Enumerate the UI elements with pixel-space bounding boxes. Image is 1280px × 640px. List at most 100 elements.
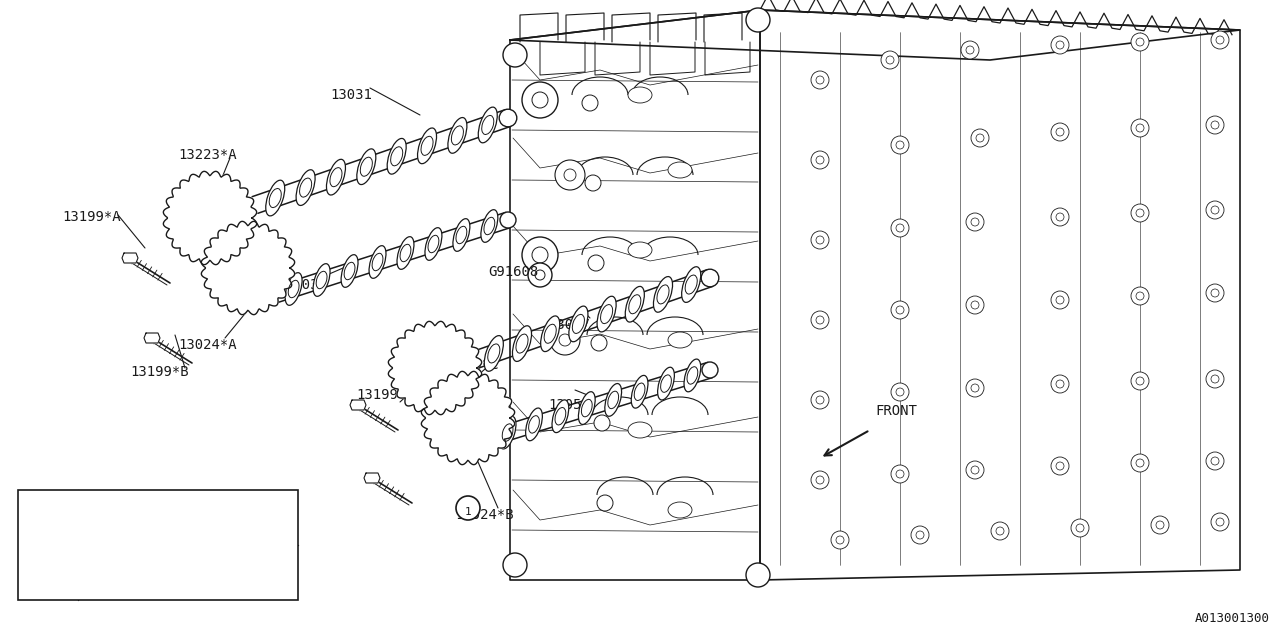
Text: 13024*A: 13024*A xyxy=(178,338,237,352)
Circle shape xyxy=(961,41,979,59)
Circle shape xyxy=(812,391,829,409)
Circle shape xyxy=(891,465,909,483)
Polygon shape xyxy=(349,400,366,410)
Ellipse shape xyxy=(631,376,648,408)
Circle shape xyxy=(1056,128,1064,136)
Ellipse shape xyxy=(596,296,616,332)
Circle shape xyxy=(444,363,453,373)
Ellipse shape xyxy=(314,264,330,296)
Circle shape xyxy=(433,357,438,364)
Circle shape xyxy=(1206,452,1224,470)
Circle shape xyxy=(416,349,453,387)
Ellipse shape xyxy=(425,228,442,260)
Circle shape xyxy=(1132,204,1149,222)
Circle shape xyxy=(1132,454,1149,472)
Circle shape xyxy=(535,270,545,280)
Circle shape xyxy=(831,531,849,549)
Circle shape xyxy=(594,415,611,431)
Ellipse shape xyxy=(628,295,641,314)
Circle shape xyxy=(224,264,232,272)
Circle shape xyxy=(458,433,467,441)
Circle shape xyxy=(532,92,548,108)
Circle shape xyxy=(996,527,1004,535)
Text: A013001300: A013001300 xyxy=(1196,612,1270,625)
Circle shape xyxy=(1206,284,1224,302)
Polygon shape xyxy=(760,10,1240,580)
Polygon shape xyxy=(164,172,257,265)
Circle shape xyxy=(253,281,262,289)
Circle shape xyxy=(812,471,829,489)
Circle shape xyxy=(559,334,571,346)
Circle shape xyxy=(471,419,477,425)
Circle shape xyxy=(1051,457,1069,475)
Circle shape xyxy=(891,301,909,319)
Circle shape xyxy=(433,383,503,453)
Ellipse shape xyxy=(340,255,358,287)
Text: 13199*B( -'16MY): 13199*B( -'16MY) xyxy=(86,512,206,525)
Circle shape xyxy=(237,251,246,261)
Circle shape xyxy=(1206,201,1224,219)
Ellipse shape xyxy=(581,399,593,417)
Ellipse shape xyxy=(600,305,613,324)
Circle shape xyxy=(896,388,904,396)
Ellipse shape xyxy=(484,218,495,235)
Circle shape xyxy=(442,392,494,444)
Circle shape xyxy=(1137,209,1144,217)
Circle shape xyxy=(746,563,771,587)
Ellipse shape xyxy=(266,180,284,216)
Circle shape xyxy=(198,225,209,235)
Circle shape xyxy=(480,419,490,428)
Circle shape xyxy=(252,269,257,275)
Ellipse shape xyxy=(300,178,311,197)
Ellipse shape xyxy=(452,126,463,145)
Circle shape xyxy=(474,431,483,439)
Text: 1: 1 xyxy=(44,544,52,558)
Circle shape xyxy=(556,160,585,190)
Ellipse shape xyxy=(605,383,622,416)
Circle shape xyxy=(836,536,844,544)
Circle shape xyxy=(1211,375,1219,383)
Ellipse shape xyxy=(372,253,383,271)
Circle shape xyxy=(250,251,260,261)
Circle shape xyxy=(896,141,904,149)
Circle shape xyxy=(206,226,291,310)
Circle shape xyxy=(244,257,251,263)
Circle shape xyxy=(972,466,979,474)
Circle shape xyxy=(1137,38,1144,46)
Ellipse shape xyxy=(357,149,376,184)
Circle shape xyxy=(1156,521,1164,529)
Ellipse shape xyxy=(552,400,568,433)
Circle shape xyxy=(253,247,262,255)
Circle shape xyxy=(911,526,929,544)
Circle shape xyxy=(484,414,492,422)
Circle shape xyxy=(503,553,527,577)
Circle shape xyxy=(198,201,209,211)
Circle shape xyxy=(425,369,431,375)
Ellipse shape xyxy=(608,391,618,408)
Circle shape xyxy=(211,225,221,235)
Ellipse shape xyxy=(628,242,652,258)
Circle shape xyxy=(817,156,824,164)
Ellipse shape xyxy=(417,128,436,164)
Circle shape xyxy=(241,260,256,276)
Circle shape xyxy=(701,362,718,378)
Ellipse shape xyxy=(456,227,467,244)
Circle shape xyxy=(1056,41,1064,49)
Circle shape xyxy=(454,431,462,439)
Circle shape xyxy=(891,383,909,401)
Text: FRONT: FRONT xyxy=(876,404,916,418)
Circle shape xyxy=(1132,33,1149,51)
Ellipse shape xyxy=(428,236,439,253)
Circle shape xyxy=(972,301,979,309)
Circle shape xyxy=(474,431,483,439)
Circle shape xyxy=(264,264,271,272)
Circle shape xyxy=(470,425,480,435)
Text: 13199*A: 13199*A xyxy=(61,210,120,224)
Circle shape xyxy=(212,233,283,303)
Circle shape xyxy=(1076,524,1084,532)
Circle shape xyxy=(550,325,580,355)
Circle shape xyxy=(522,82,558,118)
Circle shape xyxy=(474,397,483,404)
Bar xyxy=(18,490,298,600)
Circle shape xyxy=(564,169,576,181)
